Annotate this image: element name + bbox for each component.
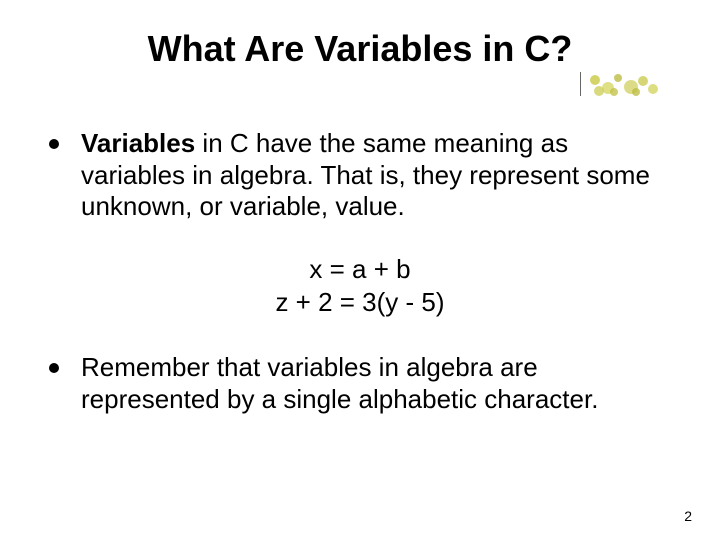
deco-dot	[594, 86, 604, 96]
deco-bar	[580, 72, 581, 96]
equation-2: z + 2 = 3(y - 5)	[45, 286, 675, 319]
bullet-2-rest: Remember that variables in algebra are r…	[81, 352, 598, 414]
decorative-dots	[580, 72, 658, 96]
equation-1: x = a + b	[45, 253, 675, 286]
deco-dot	[638, 76, 648, 86]
bullet-1-text: Variables in C have the same meaning as …	[81, 128, 675, 223]
equations-block: x = a + b z + 2 = 3(y - 5)	[45, 253, 675, 318]
slide: What Are Variables in C? Variables in C …	[0, 0, 720, 540]
deco-dot	[648, 84, 658, 94]
deco-dot	[590, 75, 600, 85]
bullet-1: Variables in C have the same meaning as …	[45, 128, 675, 223]
deco-dot	[632, 88, 640, 96]
slide-title: What Are Variables in C?	[45, 28, 675, 70]
bullet-2-text: Remember that variables in algebra are r…	[81, 352, 675, 415]
bullet-marker-icon	[49, 139, 59, 149]
deco-dot	[610, 88, 618, 96]
bullet-2: Remember that variables in algebra are r…	[45, 352, 675, 415]
deco-dot	[614, 74, 622, 82]
bullet-marker-icon	[49, 363, 59, 373]
bullet-1-bold: Variables	[81, 128, 195, 158]
page-number: 2	[684, 508, 692, 524]
